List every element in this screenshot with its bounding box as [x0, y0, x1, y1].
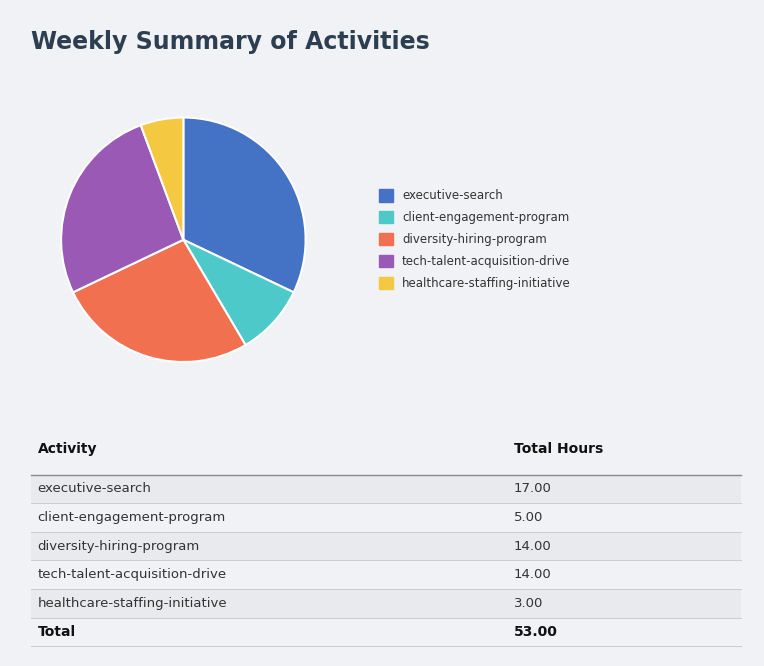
- Legend: executive-search, client-engagement-program, diversity-hiring-program, tech-tale: executive-search, client-engagement-prog…: [373, 184, 577, 296]
- Wedge shape: [183, 117, 306, 292]
- Text: healthcare-staffing-initiative: healthcare-staffing-initiative: [37, 597, 228, 610]
- Text: Activity: Activity: [37, 442, 97, 456]
- Text: Total: Total: [37, 625, 76, 639]
- Wedge shape: [183, 240, 293, 345]
- Text: client-engagement-program: client-engagement-program: [37, 511, 226, 524]
- Text: executive-search: executive-search: [37, 482, 151, 496]
- Text: Total Hours: Total Hours: [513, 442, 603, 456]
- Text: 5.00: 5.00: [513, 511, 543, 524]
- Bar: [31, 589, 741, 617]
- Bar: [31, 531, 741, 560]
- Wedge shape: [141, 117, 183, 240]
- Text: Weekly Summary of Activities: Weekly Summary of Activities: [31, 30, 429, 54]
- Text: tech-talent-acquisition-drive: tech-talent-acquisition-drive: [37, 568, 227, 581]
- Text: diversity-hiring-program: diversity-hiring-program: [37, 539, 200, 553]
- Bar: [31, 560, 741, 589]
- Text: 17.00: 17.00: [513, 482, 552, 496]
- Bar: [31, 475, 741, 503]
- Text: 53.00: 53.00: [513, 625, 558, 639]
- Bar: [31, 503, 741, 531]
- Text: 14.00: 14.00: [513, 568, 552, 581]
- Wedge shape: [61, 125, 183, 292]
- Text: 14.00: 14.00: [513, 539, 552, 553]
- Wedge shape: [73, 240, 245, 362]
- Text: 3.00: 3.00: [513, 597, 543, 610]
- Bar: [31, 617, 741, 646]
